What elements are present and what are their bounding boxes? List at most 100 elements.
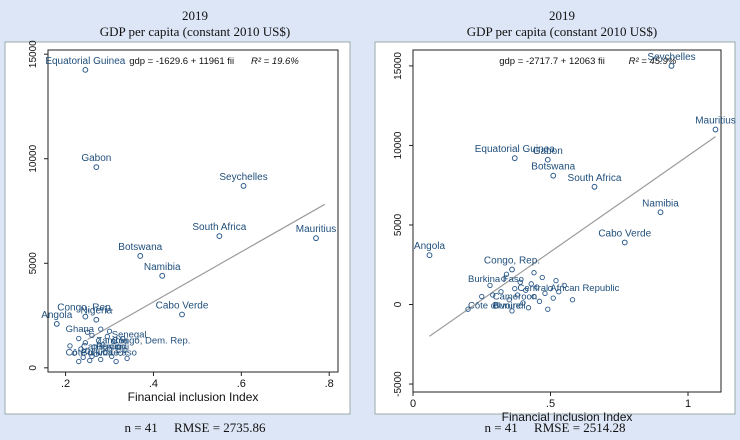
chart1-point bbox=[550, 172, 557, 179]
chart1-cluster-point bbox=[556, 289, 562, 295]
chart0-point bbox=[313, 235, 319, 242]
chart0-cluster-point bbox=[76, 358, 82, 365]
chart0-cluster-point bbox=[109, 353, 115, 359]
chart0-point-label: Nigeria bbox=[80, 306, 112, 317]
chart1-ytick-label: -5000 bbox=[393, 371, 404, 397]
chart1-r2: R² = 45.9% bbox=[629, 56, 677, 67]
chart0-fit-line bbox=[87, 203, 326, 340]
chart1-equation: gdp = -2717.7 + 12063 fii bbox=[499, 56, 605, 67]
chart0-cluster-point bbox=[91, 344, 97, 350]
chart0-point-label: Gabon bbox=[81, 153, 111, 164]
chart0-point bbox=[240, 183, 247, 189]
chart0-ytick-label: 0 bbox=[28, 365, 39, 371]
chart1-point bbox=[591, 183, 598, 190]
chart1-cluster-label: Central African Republic bbox=[518, 283, 620, 294]
chart0-cluster-point bbox=[106, 346, 113, 352]
chart1-cluster-point bbox=[487, 282, 493, 289]
chart1-cluster-point bbox=[525, 305, 532, 311]
chart0-point-label: Equatorial Guinea bbox=[45, 56, 125, 67]
chart0-point-label: Botswana bbox=[118, 242, 162, 253]
chart0-frame bbox=[4, 41, 351, 415]
chart0-xtick-label: .8 bbox=[325, 378, 334, 390]
chart0-cluster-label: Senegal bbox=[112, 330, 147, 341]
right-chart-subtitle: GDP per capita (constant 2010 US$) bbox=[466, 24, 658, 39]
chart1-xtick-label: 1 bbox=[685, 398, 691, 410]
chart0-ytick-label: 10000 bbox=[28, 144, 39, 172]
chart1-cluster-point bbox=[531, 270, 537, 276]
right-chart-footer: n = 41 RMSE = 2514.28 bbox=[405, 420, 705, 436]
chart0-cluster-label: Côte d'Ivoire bbox=[66, 347, 119, 358]
chart1-ytick-label: 15000 bbox=[393, 52, 404, 80]
chart0-cluster-point bbox=[104, 333, 110, 340]
chart0-cluster-label: Burkina Faso bbox=[81, 347, 137, 358]
chart0-cluster-point bbox=[98, 326, 104, 332]
chart0-ytick-label: 5000 bbox=[28, 252, 39, 275]
chart0-point-label: Mauritius bbox=[296, 224, 337, 235]
chart0-cluster-point bbox=[124, 355, 130, 362]
chart1-cluster-point bbox=[542, 290, 548, 297]
chart1-cluster-label: Burkina Faso bbox=[468, 274, 524, 285]
chart1-fit-line bbox=[429, 136, 716, 337]
chart0-cluster-point bbox=[89, 353, 95, 359]
chart0-cluster-point bbox=[87, 357, 93, 364]
chart0-plot-area bbox=[47, 49, 339, 373]
chart1-point bbox=[544, 156, 551, 163]
chart1-cluster-point bbox=[536, 298, 543, 304]
chart1-point bbox=[426, 252, 433, 259]
chart1-cluster-point bbox=[528, 281, 534, 287]
chart1-point-label: Seychelles bbox=[647, 52, 695, 63]
chart1-cluster-point bbox=[506, 297, 512, 303]
chart1-cluster-label: Burundi bbox=[493, 300, 526, 311]
left-chart-year: 2019 bbox=[182, 8, 208, 23]
left-chart-subtitle: GDP per capita (constant 2010 US$) bbox=[99, 24, 291, 39]
chart1-cluster-label: Cameroon bbox=[493, 292, 537, 303]
chart1-cluster-point bbox=[550, 295, 556, 301]
chart0-r2: R² = 19.6% bbox=[251, 56, 299, 67]
chart1-cluster-point bbox=[553, 278, 559, 284]
chart0-ytick-label: 15000 bbox=[28, 40, 39, 68]
chart0-cluster-point bbox=[95, 337, 102, 344]
chart1-point-label: Namibia bbox=[642, 198, 679, 209]
chart1-cluster-point bbox=[498, 289, 504, 295]
chart0-cluster-point bbox=[76, 335, 82, 342]
chart0-cluster-point bbox=[117, 350, 124, 356]
chart1-cluster-point bbox=[547, 285, 554, 292]
chart1-cluster-point bbox=[531, 293, 537, 300]
chart0-point-label: Cabo Verde bbox=[156, 301, 209, 312]
chart0-point bbox=[93, 316, 100, 323]
chart0-point-label: Namibia bbox=[144, 262, 181, 273]
right-n: n = 41 bbox=[484, 420, 518, 435]
chart0-cluster-label: Zambia bbox=[96, 336, 128, 347]
chart1-point bbox=[509, 266, 515, 273]
chart0-point bbox=[53, 321, 60, 327]
chart0-cluster-label: Congo, Dem. Rep. bbox=[112, 336, 191, 347]
chart1-cluster-point bbox=[509, 308, 515, 314]
chart0-cluster-point bbox=[82, 340, 88, 346]
chart1-cluster-point bbox=[545, 306, 551, 312]
chart0-cluster-point bbox=[80, 354, 86, 361]
chart1-cluster-point bbox=[503, 271, 510, 277]
chart1-cluster-point bbox=[514, 292, 521, 298]
chart1-cluster-point bbox=[523, 287, 529, 293]
chart0-point-label: Congo, Rep. bbox=[57, 303, 113, 314]
chart0-cluster-point bbox=[78, 346, 84, 352]
chart1-cluster-point bbox=[534, 284, 540, 290]
chart0-xtick-label: .6 bbox=[237, 378, 246, 390]
chart1-point bbox=[712, 126, 719, 133]
chart1-cluster-point bbox=[490, 292, 496, 298]
chart1-plot-area bbox=[412, 49, 722, 393]
chart0-cluster-point bbox=[111, 339, 117, 345]
chart1-cluster-point bbox=[501, 276, 507, 282]
chart0-cluster-point bbox=[100, 342, 106, 348]
chart0-cluster-label: Cameroon bbox=[81, 341, 125, 352]
chart1-point bbox=[657, 209, 664, 216]
chart0-cluster-point bbox=[84, 329, 91, 335]
chart1-point-label: South Africa bbox=[568, 173, 622, 184]
chart0-xlabel: Financial inclusion Index bbox=[128, 390, 259, 404]
chart1-ytick-label: 10000 bbox=[393, 131, 404, 159]
chart1-point-label: Angola bbox=[414, 241, 446, 252]
chart1-point bbox=[668, 63, 675, 69]
chart1-point-label: Mauritius bbox=[695, 116, 736, 127]
chart0-cluster-point bbox=[89, 332, 95, 339]
chart1-point-label: Gabon bbox=[533, 146, 563, 157]
